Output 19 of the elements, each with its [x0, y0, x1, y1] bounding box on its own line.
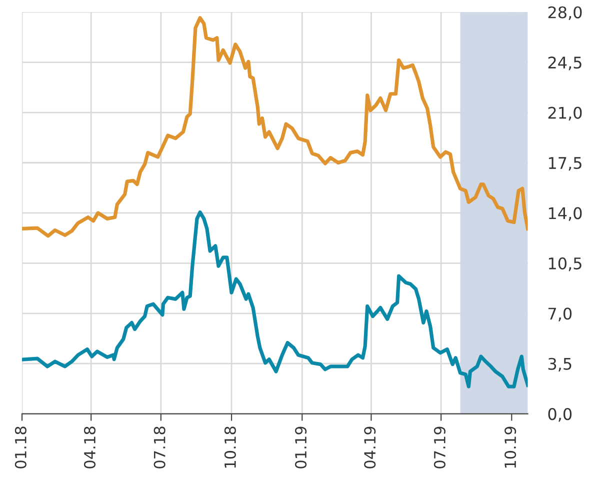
- y-tick-label: 28,0: [548, 6, 582, 20]
- y-tick-label: 21,0: [548, 106, 582, 120]
- y-tick-label: 7,0: [548, 308, 572, 322]
- x-tick-label: 10.18: [224, 426, 236, 468]
- line-series: [22, 210, 528, 388]
- line-series: [22, 16, 528, 238]
- y-tick-label: 24,5: [548, 56, 582, 70]
- x-tick-label: 04.19: [364, 426, 376, 468]
- x-tick-label: 10.19: [504, 426, 516, 468]
- x-tick-label: 04.18: [84, 426, 96, 468]
- x-tick-label: 07.19: [434, 426, 446, 468]
- y-tick-label: 10,5: [548, 257, 582, 272]
- y-tick-label: 3,5: [548, 358, 572, 372]
- y-tick-label: 14,0: [548, 207, 582, 221]
- y-tick-label: 0,0: [548, 408, 572, 422]
- x-tick-label: 07.18: [154, 426, 166, 468]
- x-tick-label: 01.19: [295, 426, 307, 468]
- y-tick-label: 17,5: [548, 157, 582, 171]
- x-tick-label: 01.18: [14, 426, 26, 468]
